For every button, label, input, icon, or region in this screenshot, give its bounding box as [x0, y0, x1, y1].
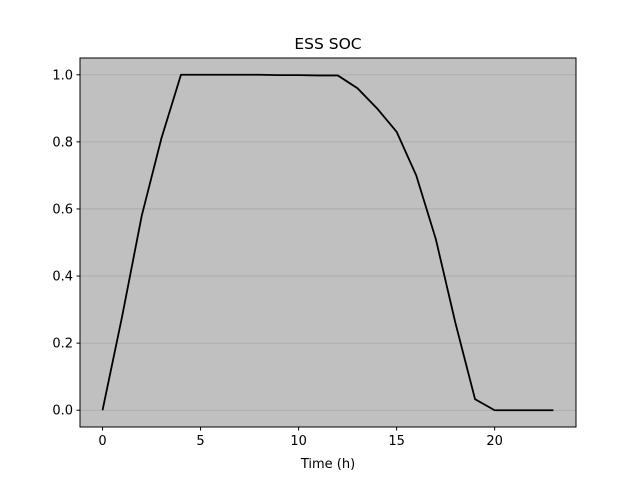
y-tick-label: 0.8 [52, 135, 73, 150]
series-line [101, 73, 554, 412]
chart-title: ESS SOC [294, 35, 361, 53]
x-tick-label: 5 [196, 434, 204, 449]
y-tick-label: 0.6 [52, 202, 73, 217]
x-tick-label: 0 [98, 434, 106, 449]
x-tick-label: 10 [290, 434, 307, 449]
y-tick-label: 0.2 [52, 337, 73, 352]
x-tick-label: 20 [486, 434, 503, 449]
y-tick-label: 0.4 [52, 270, 73, 285]
x-axis-title: Time (h) [300, 457, 355, 472]
plot-background [80, 58, 576, 427]
x-tick-label: 15 [388, 434, 405, 449]
x-axis: 0 5 10 15 20 [98, 427, 503, 449]
y-tick-label: 0.0 [52, 404, 73, 419]
y-tick-label: 1.0 [52, 68, 73, 83]
series-lines [101, 73, 554, 412]
plot-frame [79, 57, 577, 428]
plot-area [79, 57, 577, 428]
y-axis: 0.0 0.2 0.4 0.6 0.8 1.0 [52, 68, 80, 419]
